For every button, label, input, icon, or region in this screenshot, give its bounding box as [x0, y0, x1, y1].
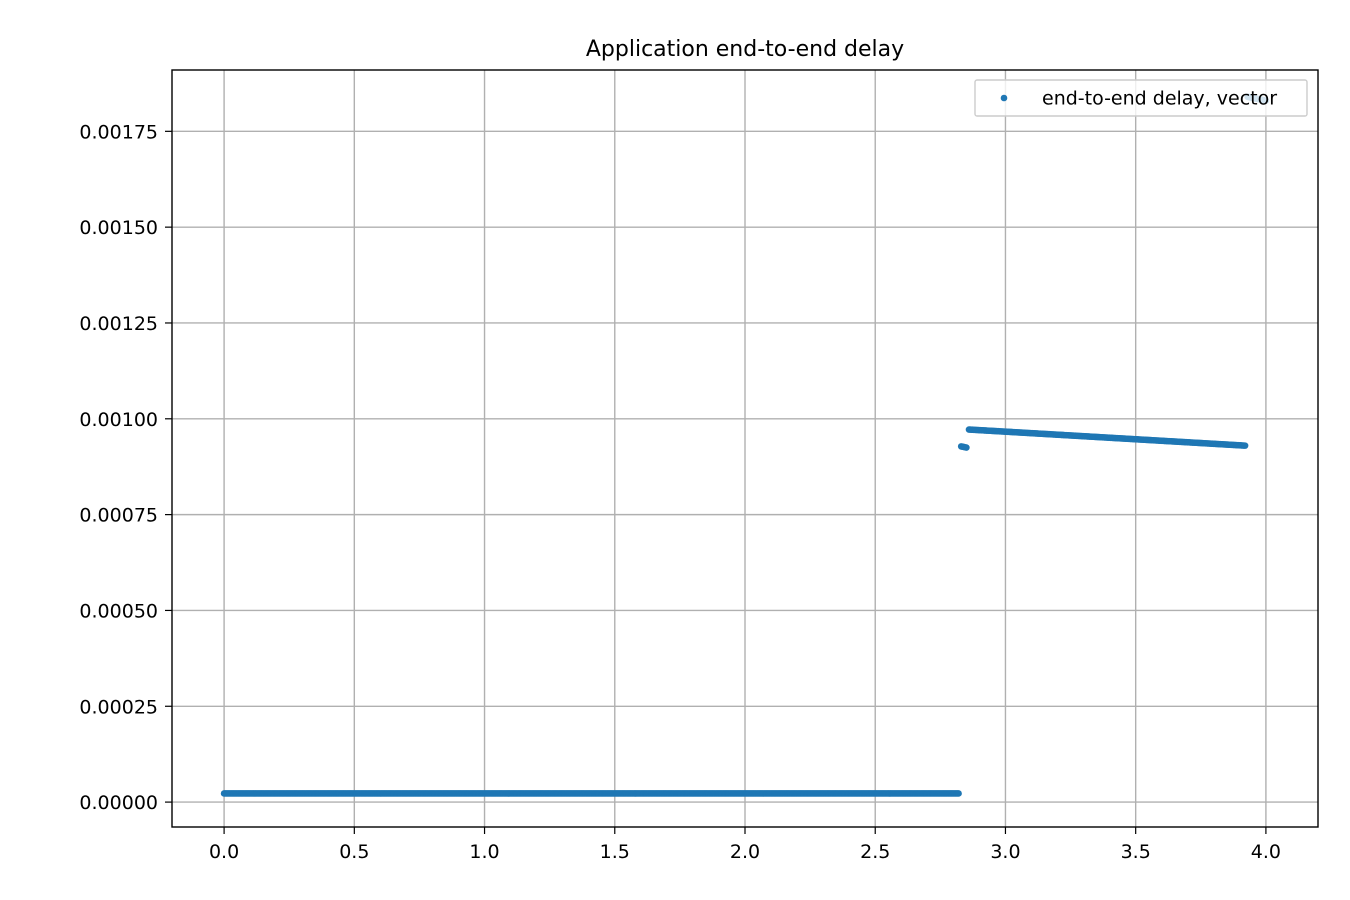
axis-ticks: 0.0 0.5 1.0 1.5 2.0 2.5 3.0 3.5 4.0 0.00000 0.0002… [79, 121, 1281, 863]
grid [172, 70, 1318, 827]
y-tick-label: 0.00050 [79, 600, 158, 622]
data-points [220, 93, 1270, 797]
legend-label: end-to-end delay, vector [1042, 88, 1277, 110]
y-tick-label: 0.00125 [79, 313, 158, 335]
legend: end-to-end delay, vector [974, 79, 1308, 117]
legend-box [974, 79, 1308, 117]
data-point [963, 444, 970, 451]
data-point [955, 790, 962, 797]
data-point [1241, 442, 1249, 449]
x-tick-label: 3.5 [1121, 841, 1151, 863]
x-tick-label: 3.0 [990, 841, 1020, 863]
y-tick-label: 0.00025 [79, 696, 158, 718]
y-tick-label: 0.00075 [79, 505, 158, 527]
y-tick-label: 0.00150 [79, 217, 158, 239]
chart-title: Application end-to-end delay [586, 37, 904, 62]
x-tick-label: 2.0 [730, 841, 760, 863]
x-tick-label: 4.0 [1251, 841, 1281, 863]
y-tick-label: 0.00000 [79, 792, 158, 814]
x-tick-label: 0.5 [339, 841, 369, 863]
y-tick-label: 0.00100 [79, 409, 158, 431]
x-tick-label: 0.0 [209, 841, 239, 863]
y-tick-label: 0.00175 [79, 121, 158, 143]
legend-marker [1000, 94, 1008, 102]
x-tick-label: 1.5 [600, 841, 630, 863]
x-tick-label: 1.0 [469, 841, 499, 863]
x-tick-label: 2.5 [860, 841, 890, 863]
